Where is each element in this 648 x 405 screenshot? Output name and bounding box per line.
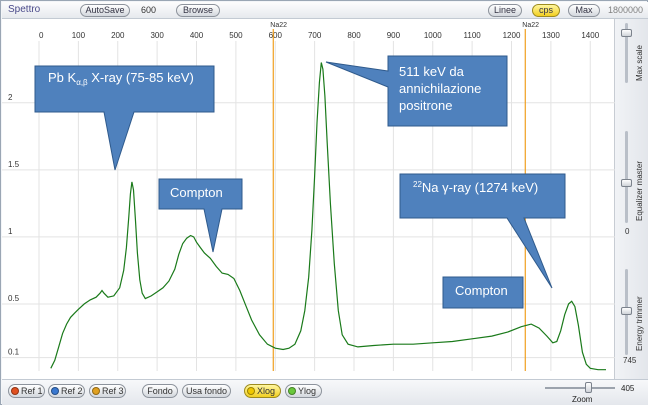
- ref2-label: Ref 2: [61, 386, 83, 396]
- ref3-button[interactable]: Ref 3: [89, 384, 126, 398]
- equalizer-label: Equalizer master: [635, 160, 644, 221]
- x-tick-label: 1300: [542, 31, 560, 40]
- ref2-button[interactable]: Ref 2: [48, 384, 85, 398]
- ylog-button[interactable]: Ylog: [285, 384, 322, 398]
- usa-fondo-button[interactable]: Usa fondo: [182, 384, 231, 398]
- y-tick-label: 0.5: [8, 294, 20, 303]
- x-tick-label: 1100: [464, 31, 482, 40]
- callout-pb-xray-box: [34, 65, 215, 171]
- x-tick-label: 0: [39, 31, 44, 40]
- callout-compton2-box: [442, 276, 524, 309]
- callout-annih-box: [325, 55, 508, 127]
- y-tick-label: 1: [8, 227, 13, 236]
- callout-na22-main: Na γ-ray (1274 keV): [422, 180, 538, 195]
- energy-trimmer-value: 745: [623, 356, 637, 365]
- max-scale-label: Max scale: [635, 44, 644, 81]
- y-tick-label: 0.1: [8, 348, 20, 357]
- callout-annih-line2: annichilazione: [399, 81, 481, 96]
- fondo-button[interactable]: Fondo: [142, 384, 178, 398]
- xlog-button[interactable]: Xlog: [244, 384, 281, 398]
- x-tick-label: 900: [387, 31, 401, 40]
- spectrum-chart: 0 100 200 300 400 500 600 700 800 900 1000 1100 1200…: [2, 22, 615, 371]
- ref1-label: Ref 1: [21, 386, 43, 396]
- max-value: 1800000: [608, 5, 644, 15]
- callout-pb-xray-text: Pb Kα,β X-ray (75-85 keV): [48, 70, 194, 87]
- max-button[interactable]: Max: [568, 4, 600, 17]
- energy-trimmer-label: Energy trimmer: [635, 296, 644, 351]
- x-tick-label: 300: [150, 31, 164, 40]
- callout-annih-line3: positrone: [399, 98, 452, 113]
- callout-na22-text: 22Na γ-ray (1274 keV): [413, 180, 538, 195]
- x-tick-label: 700: [308, 31, 322, 40]
- na22-marker-label: Na22: [270, 22, 287, 29]
- x-tick-label: 800: [347, 31, 361, 40]
- spectrum-curve: [50, 62, 606, 371]
- callout-na22-sup: 22: [413, 180, 422, 189]
- equalizer-track[interactable]: [625, 131, 628, 223]
- x-tick-label: 400: [190, 31, 204, 40]
- browse-button[interactable]: Browse: [176, 4, 220, 17]
- right-control-panel: Max scale Equalizer master 0 Energy trim…: [615, 19, 648, 379]
- callout-annih-text: 511 keV da annichilazione positrone: [399, 64, 485, 113]
- callout-compton2-text: Compton: [455, 283, 508, 298]
- ref1-indicator-icon: [11, 387, 19, 395]
- cps-button[interactable]: cps: [532, 4, 560, 17]
- ref1-button[interactable]: Ref 1: [8, 384, 45, 398]
- ylog-label: Ylog: [298, 386, 317, 396]
- xlog-label: Xlog: [257, 386, 276, 396]
- equalizer-zero: 0: [625, 227, 630, 236]
- x-tick-label: 200: [111, 31, 125, 40]
- max-scale-track[interactable]: [625, 23, 628, 83]
- bottom-toolbar: Ref 1 Ref 2 Ref 3 Fondo Usa fondo Xlog Y…: [2, 379, 648, 405]
- callout-compton1-box: [158, 178, 243, 253]
- xlog-indicator-icon: [247, 387, 255, 395]
- x-tick-label: 1000: [424, 31, 442, 40]
- ref3-indicator-icon: [92, 387, 100, 395]
- callout-pb-suffix: X-ray (75-85 keV): [88, 70, 194, 85]
- window-title: Spettro: [8, 4, 41, 15]
- y-tick-label: 2: [8, 93, 13, 102]
- energy-trimmer-knob[interactable]: [621, 307, 632, 315]
- callout-pb-prefix: Pb K: [48, 70, 77, 85]
- autosave-button[interactable]: AutoSave: [80, 4, 130, 17]
- ylog-indicator-icon: [288, 387, 296, 395]
- callout-annih-line1: 511 keV da: [399, 64, 465, 79]
- linee-button[interactable]: Linee: [488, 4, 522, 17]
- x-tick-label: 1200: [503, 31, 521, 40]
- ref3-label: Ref 3: [102, 386, 124, 396]
- callout-na22-box: [399, 173, 566, 289]
- zoom-label: Zoom: [572, 395, 593, 404]
- callout-compton1-text: Compton: [170, 185, 223, 200]
- na22-marker-label: Na22: [522, 22, 539, 29]
- autosave-value: 600: [141, 5, 157, 15]
- top-toolbar: Spettro AutoSave 600 Browse Linee cps Ma…: [2, 2, 648, 19]
- x-tick-label: 600: [269, 31, 283, 40]
- zoom-slider-track[interactable]: [545, 387, 615, 389]
- zoom-value: 405: [621, 384, 635, 393]
- x-tick-label: 1400: [581, 31, 599, 40]
- spectrum-plot[interactable]: 0 100 200 300 400 500 600 700 800 900 1000 1100 1200…: [2, 19, 615, 379]
- zoom-slider-knob[interactable]: [585, 382, 592, 393]
- x-tick-label: 500: [229, 31, 243, 40]
- max-scale-knob[interactable]: [621, 29, 632, 37]
- x-tick-label: 100: [72, 31, 86, 40]
- ref2-indicator-icon: [51, 387, 59, 395]
- y-tick-label: 1.5: [8, 160, 20, 169]
- callout-pb-sub: α,β: [76, 78, 88, 87]
- equalizer-knob[interactable]: [621, 179, 632, 187]
